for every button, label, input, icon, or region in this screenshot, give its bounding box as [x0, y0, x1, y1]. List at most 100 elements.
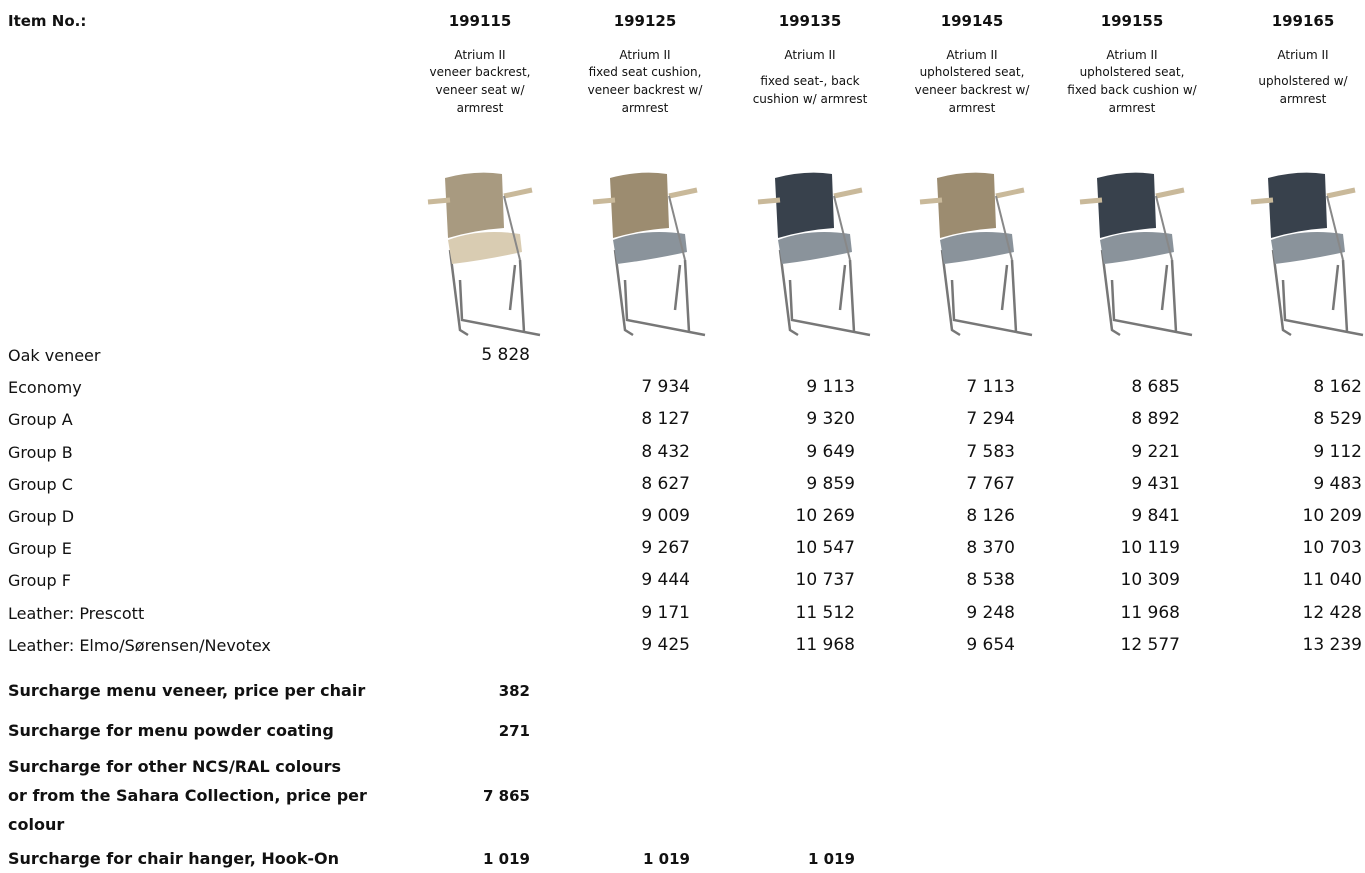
price: 9 841 — [1131, 506, 1180, 526]
chair-image — [427, 172, 541, 337]
surcharge-label: Surcharge for other NCS/RAL colours — [8, 757, 342, 776]
chair-image — [1250, 172, 1364, 337]
price: 12 428 — [1302, 602, 1362, 623]
item-description: cushion w/ armrest — [752, 92, 868, 106]
row-label: Oak veneer — [8, 346, 101, 365]
price: 7 113 — [966, 377, 1015, 398]
price: 8 538 — [966, 570, 1015, 591]
surcharge-price: 271 — [498, 722, 530, 740]
header-label: Item No.: — [8, 12, 87, 30]
surcharge-label: colour — [8, 815, 65, 834]
price: 9 431 — [1131, 473, 1180, 494]
item-description: veneer backrest w/ — [587, 83, 703, 97]
surcharge-price: 7 865 — [483, 787, 530, 805]
item-name: Atrium II — [946, 48, 998, 62]
price: 10 209 — [1302, 506, 1362, 526]
price: 9 171 — [641, 602, 690, 623]
price: 9 009 — [641, 506, 690, 526]
item-description: veneer backrest w/ — [914, 83, 1030, 97]
price: 8 126 — [966, 506, 1015, 526]
row-label: Leather: Prescott — [8, 603, 145, 623]
price: 8 685 — [1131, 377, 1180, 398]
price: 9 425 — [641, 634, 690, 655]
price: 9 444 — [641, 570, 690, 591]
item-description: armrest — [1108, 101, 1156, 115]
row-label: Group D — [8, 507, 75, 526]
price: 10 119 — [1120, 538, 1180, 559]
item-name: Atrium II — [454, 48, 506, 62]
item-description: fixed seat cushion, — [588, 65, 702, 79]
item-number: 199145 — [940, 12, 1004, 30]
item-name: Atrium II — [1106, 48, 1158, 62]
price: 9 248 — [966, 602, 1015, 623]
item-name: Atrium II — [1277, 48, 1329, 62]
row-label: Group C — [8, 474, 73, 494]
surcharge-label: or from the Sahara Collection, price per — [8, 786, 367, 805]
price: 8 162 — [1313, 377, 1362, 398]
price: 9 221 — [1131, 441, 1180, 462]
item-description: fixed back cushion w/ — [1067, 83, 1197, 97]
price: 8 892 — [1131, 409, 1180, 430]
price: 11 968 — [1120, 602, 1180, 623]
price: 9 113 — [806, 377, 855, 398]
row-label: Group B — [8, 442, 73, 462]
surcharge-price: 1 019 — [483, 850, 530, 868]
item-number: 199165 — [1271, 12, 1335, 30]
price: 9 649 — [806, 441, 855, 462]
item-description: armrest — [1279, 92, 1327, 106]
surcharge-price: 1 019 — [808, 850, 855, 868]
price: 7 767 — [966, 473, 1015, 494]
price: 11 512 — [795, 602, 855, 623]
surcharge-price: 382 — [498, 682, 530, 700]
item-description: armrest — [948, 101, 996, 115]
row-label: Economy — [8, 378, 82, 398]
price: 10 309 — [1120, 570, 1180, 591]
price: 10 547 — [795, 538, 855, 559]
row-label: Group F — [8, 571, 71, 591]
price: 7 583 — [966, 441, 1015, 462]
item-description: upholstered seat, — [919, 65, 1025, 79]
item-description: fixed seat-, back — [760, 74, 860, 88]
price: 9 859 — [806, 473, 855, 494]
item-description: upholstered w/ — [1258, 74, 1348, 88]
price: 7 934 — [641, 377, 690, 398]
surcharge-price: 1 019 — [643, 850, 690, 868]
row-label: Group A — [8, 410, 73, 430]
chair-image — [1079, 172, 1193, 337]
price: 8 370 — [966, 538, 1015, 559]
price: 10 703 — [1302, 538, 1362, 559]
price: 9 320 — [806, 409, 855, 430]
chair-image — [757, 172, 871, 337]
chair-image — [919, 172, 1033, 337]
price: 9 267 — [641, 538, 690, 559]
item-description: armrest — [621, 101, 669, 115]
price: 8 627 — [641, 473, 690, 494]
price: 11 968 — [795, 634, 855, 655]
surcharge-label: Surcharge menu veneer, price per chair — [8, 681, 366, 700]
chair-image — [592, 172, 706, 337]
price: 8 432 — [641, 441, 690, 462]
price: 8 529 — [1313, 409, 1362, 430]
item-description: veneer backrest, — [429, 65, 531, 79]
price: 11 040 — [1302, 570, 1362, 591]
item-name: Atrium II — [784, 48, 836, 62]
item-number: 199155 — [1100, 12, 1164, 30]
price: 7 294 — [966, 409, 1015, 430]
item-name: Atrium II — [619, 48, 671, 62]
price: 10 737 — [795, 570, 855, 591]
price: 12 577 — [1120, 634, 1180, 655]
item-description: veneer seat w/ — [435, 83, 525, 97]
price: 10 269 — [795, 506, 855, 526]
price: 9 112 — [1313, 441, 1362, 462]
price: 13 239 — [1302, 634, 1362, 655]
row-label: Leather: Elmo/Sørensen/Nevotex — [8, 635, 271, 655]
item-number: 199115 — [448, 12, 512, 30]
surcharge-label: Surcharge for menu powder coating — [8, 721, 334, 740]
surcharge-label: Surcharge for chair hanger, Hook-On — [8, 849, 339, 868]
item-number: 199125 — [613, 12, 677, 30]
item-number: 199135 — [778, 12, 842, 30]
item-description: upholstered seat, — [1079, 65, 1185, 79]
row-label: Group E — [8, 539, 72, 559]
price: 9 483 — [1313, 473, 1362, 494]
